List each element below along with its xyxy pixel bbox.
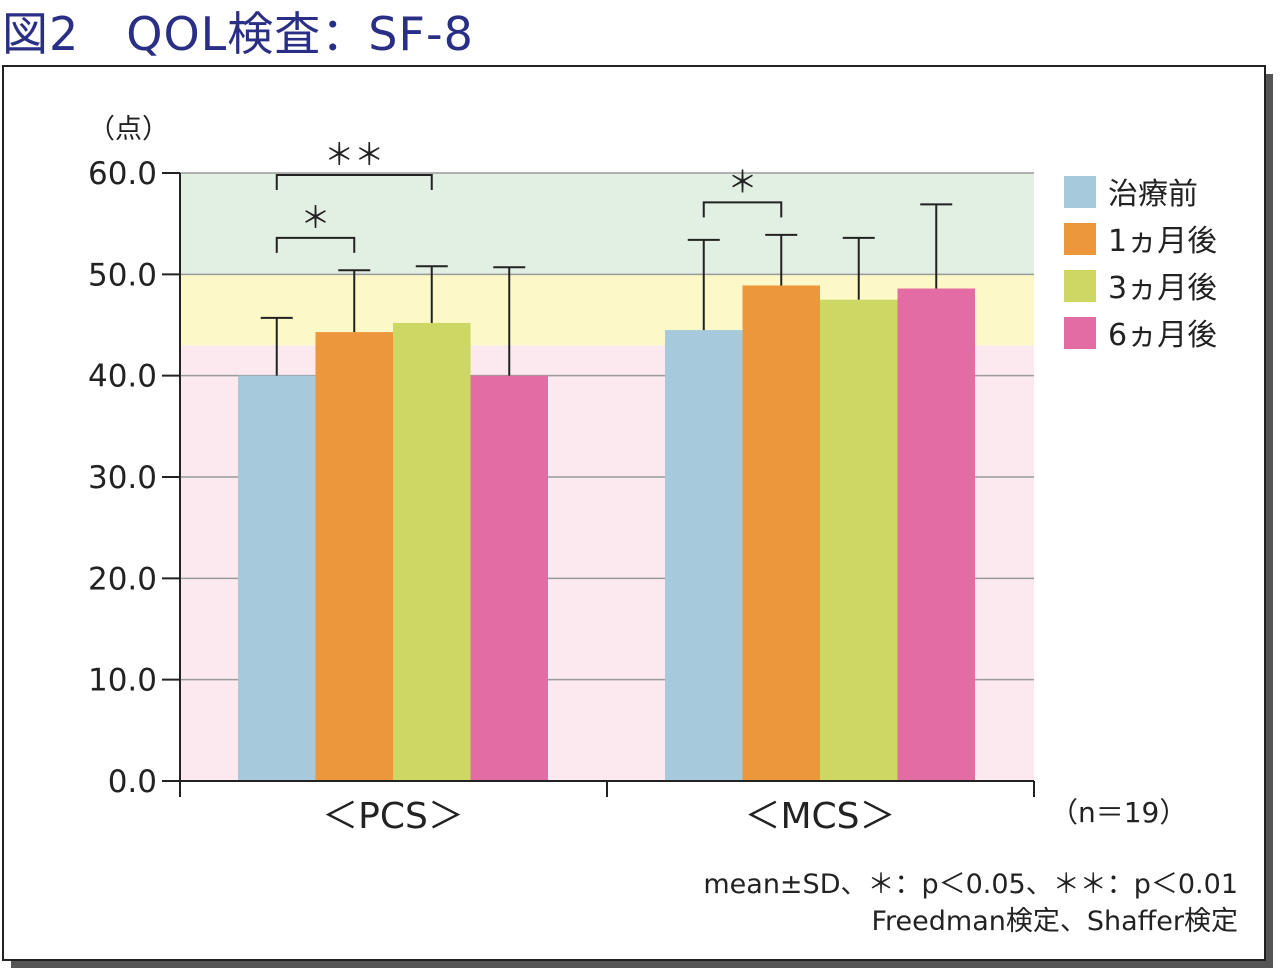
bar-0-1 [315, 332, 393, 781]
bars [238, 285, 975, 781]
category-labels: ＜PCS＞ ＜MCS＞ [322, 796, 895, 837]
sig-label-1: ＊＊ [324, 138, 384, 173]
axes [162, 172, 1035, 797]
sig-label-0: ＊ [301, 201, 331, 236]
bar-0-2 [393, 322, 471, 781]
sig-label-2: ＊ [728, 165, 758, 200]
y-axis-unit-label: （点） [88, 114, 169, 145]
legend-swatch-0 [1064, 176, 1096, 208]
category-label-1: ＜MCS＞ [744, 796, 895, 837]
significance-brackets: ＊＊＊＊ [275, 138, 783, 253]
y-tick-label-4: 40.0 [88, 359, 157, 395]
legend-label-2: 3ヵ月後 [1108, 271, 1217, 306]
figure-title: 図2 QOL検査：SF-8 [2, 7, 474, 61]
legend-label-0: 治療前 [1108, 177, 1198, 212]
category-label-0: ＜PCS＞ [322, 796, 464, 837]
legend-swatch-2 [1064, 270, 1096, 302]
sample-size-label: （n＝19） [1050, 796, 1187, 829]
stats-note: mean±SD、＊：p＜0.05、＊＊：p＜0.01 [703, 869, 1238, 900]
y-tick-label-3: 30.0 [88, 460, 157, 496]
bar-1-1 [742, 285, 820, 781]
y-tick-label-0: 0.0 [108, 764, 157, 800]
legend-swatch-1 [1064, 223, 1096, 255]
bar-0-0 [238, 375, 316, 781]
y-tick-labels: 0.0 10.0 20.0 30.0 40.0 50.0 60.0 [88, 156, 157, 800]
bar-1-2 [820, 299, 898, 781]
legend-label-3: 6ヵ月後 [1108, 318, 1217, 353]
legend-swatch-3 [1064, 317, 1096, 349]
error-bars [260, 203, 953, 376]
bar-1-3 [897, 288, 975, 781]
band-2 [180, 173, 1034, 275]
y-tick-label-1: 10.0 [88, 663, 157, 699]
bar-1-0 [665, 330, 743, 781]
y-tick-label-6: 60.0 [88, 156, 157, 192]
sig-bracket-1 [275, 174, 433, 191]
bar-0-3 [470, 375, 548, 781]
sig-bracket-2 [702, 201, 783, 218]
sig-bracket-0 [275, 236, 356, 253]
legend-label-1: 1ヵ月後 [1108, 224, 1217, 259]
legend: 治療前 1ヵ月後 3ヵ月後 6ヵ月後 [1064, 176, 1217, 353]
y-tick-label-5: 50.0 [88, 257, 157, 293]
test-method-note: Freedman検定、Shaffer検定 [871, 906, 1238, 937]
y-tick-label-2: 20.0 [88, 561, 157, 597]
